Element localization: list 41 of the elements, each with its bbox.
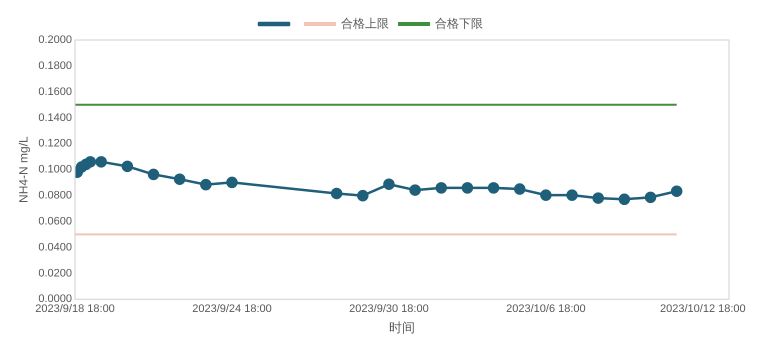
point xyxy=(122,160,134,172)
y-tick-label: 0.0200 xyxy=(38,267,72,280)
y-tick-label: 0.0800 xyxy=(38,190,72,202)
y-tick-label: 0.1200 xyxy=(38,138,72,150)
point xyxy=(174,173,186,185)
point xyxy=(488,182,500,194)
legend-label: 合格下限 xyxy=(435,16,483,30)
y-axis-title: NH4-N mg/L xyxy=(16,136,31,203)
x-axis-title: 时间 xyxy=(389,320,416,335)
point xyxy=(84,156,96,168)
point xyxy=(436,182,448,194)
point xyxy=(592,192,604,204)
point xyxy=(148,168,160,180)
y-tick-label: 0.1600 xyxy=(38,86,72,98)
point xyxy=(566,189,578,201)
point xyxy=(383,178,395,190)
point xyxy=(95,156,107,168)
y-tick-label: 0.1400 xyxy=(38,112,72,124)
x-tick-label: 2023/10/12 18:00 xyxy=(660,302,746,315)
point xyxy=(330,188,342,200)
point xyxy=(200,178,212,190)
point xyxy=(540,189,552,201)
y-tick-label: 0.1000 xyxy=(38,164,72,176)
point xyxy=(357,190,369,202)
point xyxy=(644,192,656,204)
x-tick-label: 2023/10/6 18:00 xyxy=(506,302,586,315)
x-tick-label: 2023/9/18 18:00 xyxy=(35,302,115,315)
point xyxy=(462,182,474,194)
legend-label: 合格上限 xyxy=(341,16,389,30)
point xyxy=(226,176,238,188)
y-tick-label: 0.1800 xyxy=(38,60,72,72)
point xyxy=(514,183,526,195)
x-tick-label: 2023/9/30 18:00 xyxy=(349,302,429,315)
point xyxy=(409,184,421,196)
y-tick-label: 0.2000 xyxy=(38,34,72,46)
x-tick-label: 2023/9/24 18:00 xyxy=(192,302,272,315)
point xyxy=(670,185,682,197)
point xyxy=(618,194,630,206)
y-tick-label: 0.0400 xyxy=(38,241,72,254)
y-tick-label: 0.0600 xyxy=(38,215,72,228)
y-tick-label: 0.0000 xyxy=(38,293,72,306)
